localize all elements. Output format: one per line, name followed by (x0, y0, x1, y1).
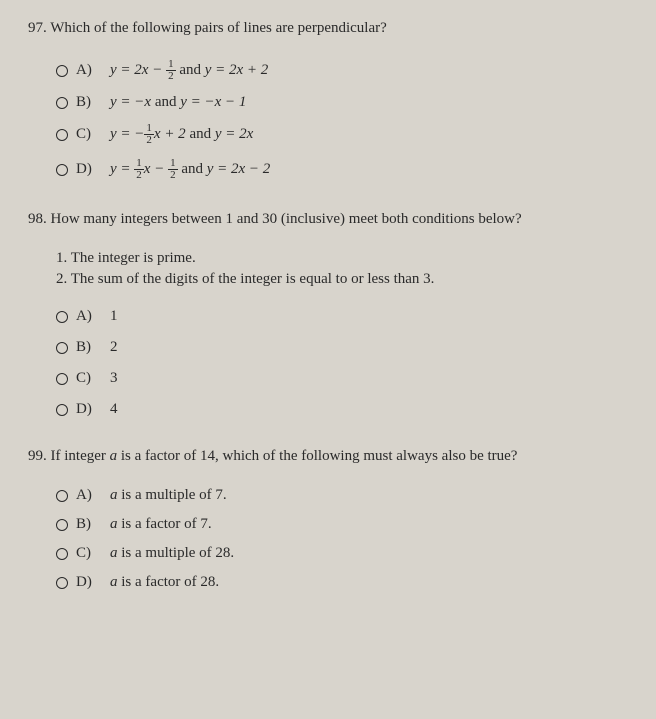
radio-icon (56, 404, 68, 416)
question-98-prompt: 98. How many integers between 1 and 30 (… (28, 209, 628, 230)
fraction-icon: 12 (168, 158, 178, 181)
q97-a-letter: A) (76, 62, 96, 79)
fraction-icon: 12 (134, 158, 144, 181)
radio-icon (56, 129, 68, 141)
radio-icon (56, 311, 68, 323)
q98-d-val: 4 (110, 401, 118, 418)
q97-b-conj: and (151, 94, 180, 110)
q97-b-eq1: y = −x (110, 94, 151, 110)
radio-icon (56, 519, 68, 531)
q97-c-letter: C) (76, 126, 96, 143)
q97-c-eq1-post: x + 2 (154, 126, 186, 142)
q97-prompt-text: Which of the following pairs of lines ar… (50, 20, 387, 36)
q99-a-letter: A) (76, 487, 96, 504)
q99-b-letter: B) (76, 516, 96, 533)
q99-prompt-pre: If integer (51, 448, 110, 464)
q97-option-b[interactable]: B) y = −x and y = −x − 1 (56, 94, 628, 111)
q97-d-eq2: y = 2x − 2 (207, 161, 271, 177)
radio-icon (56, 490, 68, 502)
q98-b-val: 2 (110, 339, 118, 356)
radio-icon (56, 577, 68, 589)
q97-b-eq2: y = −x − 1 (180, 94, 246, 110)
q98-cond-2: 2. The sum of the digits of the integer … (56, 271, 628, 288)
q98-cond-1: 1. The integer is prime. (56, 250, 628, 267)
q97-c-eq1-pre: y = − (110, 126, 144, 142)
q99-option-b[interactable]: B) a is a factor of 7. (56, 516, 628, 533)
q98-prompt-text: How many integers between 1 and 30 (incl… (51, 211, 522, 227)
q97-d-eq1-mid: x − (144, 161, 168, 177)
q99-a-body: a is a multiple of 7. (110, 487, 227, 504)
q97-options: A) y = 2x − 12 and y = 2x + 2 B) y = −x … (56, 59, 628, 181)
q98-a-letter: A) (76, 308, 96, 325)
q98-conditions: 1. The integer is prime. 2. The sum of t… (56, 250, 628, 288)
q97-c-eq2: y = 2x (215, 126, 253, 142)
q99-d-body: a is a factor of 28. (110, 574, 219, 591)
q97-a-eq2: y = 2x + 2 (205, 62, 269, 78)
question-97-prompt: 97. Which of the following pairs of line… (28, 18, 628, 39)
q98-number: 98. (28, 211, 47, 227)
radio-icon (56, 373, 68, 385)
q97-c-body: y = −12x + 2 and y = 2x (110, 123, 253, 146)
q97-b-body: y = −x and y = −x − 1 (110, 94, 246, 111)
q99-c-body: a is a multiple of 28. (110, 545, 234, 562)
q97-option-d[interactable]: D) y = 12x − 12 and y = 2x − 2 (56, 158, 628, 181)
fraction-icon: 12 (166, 59, 176, 82)
q98-c-letter: C) (76, 370, 96, 387)
q99-b-body: a is a factor of 7. (110, 516, 212, 533)
q98-a-val: 1 (110, 308, 118, 325)
q98-d-letter: D) (76, 401, 96, 418)
q97-option-a[interactable]: A) y = 2x − 12 and y = 2x + 2 (56, 59, 628, 82)
q99-prompt-post: is a factor of 14, which of the followin… (117, 448, 517, 464)
q98-option-b[interactable]: B) 2 (56, 339, 628, 356)
q97-a-conj: and (176, 62, 205, 78)
q98-c-val: 3 (110, 370, 118, 387)
radio-icon (56, 65, 68, 77)
q99-option-c[interactable]: C) a is a multiple of 28. (56, 545, 628, 562)
q98-option-a[interactable]: A) 1 (56, 308, 628, 325)
q97-d-letter: D) (76, 161, 96, 178)
q97-option-c[interactable]: C) y = −12x + 2 and y = 2x (56, 123, 628, 146)
q97-b-letter: B) (76, 94, 96, 111)
q97-d-eq1-pre: y = (110, 161, 134, 177)
q99-options: A) a is a multiple of 7. B) a is a facto… (56, 487, 628, 591)
q99-number: 99. (28, 448, 47, 464)
radio-icon (56, 342, 68, 354)
question-99-prompt: 99. If integer a is a factor of 14, whic… (28, 446, 628, 467)
question-99: 99. If integer a is a factor of 14, whic… (28, 446, 628, 591)
q97-d-conj: and (178, 161, 207, 177)
q98-options: A) 1 B) 2 C) 3 D) 4 (56, 308, 628, 418)
radio-icon (56, 164, 68, 176)
q97-a-body: y = 2x − 12 and y = 2x + 2 (110, 59, 268, 82)
q97-c-conj: and (186, 126, 215, 142)
radio-icon (56, 548, 68, 560)
q99-option-d[interactable]: D) a is a factor of 28. (56, 574, 628, 591)
q98-b-letter: B) (76, 339, 96, 356)
q99-d-letter: D) (76, 574, 96, 591)
q99-c-letter: C) (76, 545, 96, 562)
question-97: 97. Which of the following pairs of line… (28, 18, 628, 181)
q97-number: 97. (28, 20, 47, 36)
q98-option-d[interactable]: D) 4 (56, 401, 628, 418)
fraction-icon: 12 (144, 123, 154, 146)
q97-d-body: y = 12x − 12 and y = 2x − 2 (110, 158, 270, 181)
q99-option-a[interactable]: A) a is a multiple of 7. (56, 487, 628, 504)
radio-icon (56, 97, 68, 109)
q97-a-eq1-pre: y = 2x − (110, 62, 166, 78)
question-98: 98. How many integers between 1 and 30 (… (28, 209, 628, 418)
q98-option-c[interactable]: C) 3 (56, 370, 628, 387)
